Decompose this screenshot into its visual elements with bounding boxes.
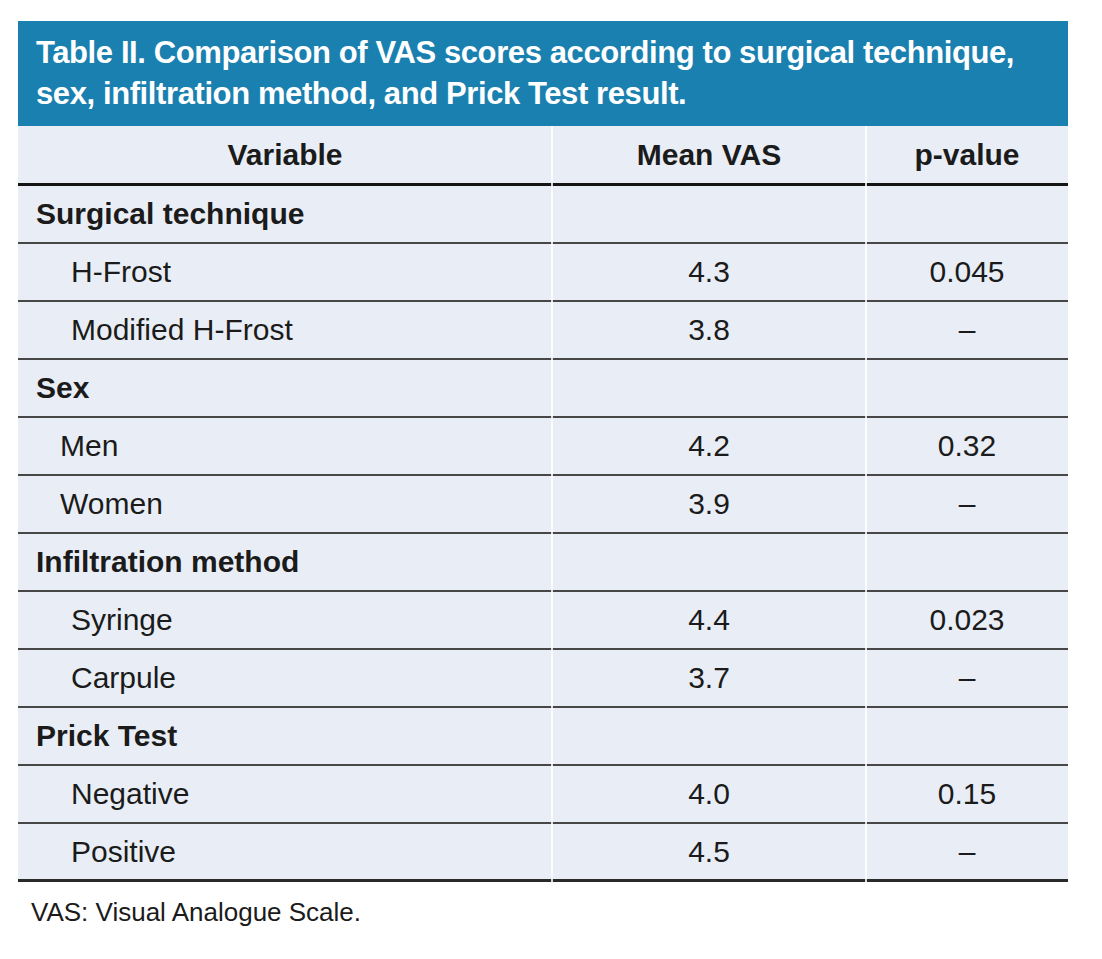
section-header-label: Infiltration method	[18, 545, 552, 579]
variable-cell: Syringe	[18, 603, 552, 637]
table-title: Table II. Comparison of VAS scores accor…	[18, 21, 1068, 126]
variable-cell: Negative	[18, 777, 552, 811]
section-header-label: Prick Test	[18, 719, 552, 753]
table-row-modified-h-frost: Modified H-Frost 3.8 –	[18, 302, 1068, 360]
section-header-row-prick-test: Prick Test	[18, 708, 1068, 766]
mean-vas-cell: 4.2	[552, 429, 866, 463]
section-header-label: Sex	[18, 371, 552, 405]
column-header-row: Variable Mean VAS p-value	[18, 126, 1068, 186]
variable-cell: Women	[18, 487, 552, 521]
mean-vas-cell: 4.5	[552, 835, 866, 869]
column-divider-1	[551, 126, 553, 882]
table-row-negative: Negative 4.0 0.15	[18, 766, 1068, 824]
mean-vas-cell: 3.8	[552, 313, 866, 347]
mean-vas-cell: 3.9	[552, 487, 866, 521]
p-value-cell: –	[866, 835, 1068, 869]
variable-cell: Men	[18, 429, 552, 463]
variable-cell: Modified H-Frost	[18, 313, 552, 347]
table-row-women: Women 3.9 –	[18, 476, 1068, 534]
column-header-mean-vas: Mean VAS	[552, 138, 866, 172]
mean-vas-cell: 4.3	[552, 255, 866, 289]
table-row-carpule: Carpule 3.7 –	[18, 650, 1068, 708]
mean-vas-cell: 4.0	[552, 777, 866, 811]
page: Table II. Comparison of VAS scores accor…	[0, 0, 1102, 959]
table-row-h-frost: H-Frost 4.3 0.045	[18, 244, 1068, 302]
variable-cell: H-Frost	[18, 255, 552, 289]
table-body: Variable Mean VAS p-value Surgical techn…	[18, 126, 1068, 882]
table-row-syringe: Syringe 4.4 0.023	[18, 592, 1068, 650]
column-header-variable: Variable	[18, 138, 552, 172]
table-footnote: VAS: Visual Analogue Scale.	[18, 897, 1068, 928]
variable-cell: Positive	[18, 835, 552, 869]
column-header-p-value: p-value	[866, 138, 1068, 172]
mean-vas-cell: 3.7	[552, 661, 866, 695]
section-header-row-surgical-technique: Surgical technique	[18, 186, 1068, 244]
p-value-cell: 0.045	[866, 255, 1068, 289]
variable-cell: Carpule	[18, 661, 552, 695]
section-header-row-sex: Sex	[18, 360, 1068, 418]
p-value-cell: –	[866, 487, 1068, 521]
mean-vas-cell: 4.4	[552, 603, 866, 637]
table-row-positive: Positive 4.5 –	[18, 824, 1068, 882]
vas-comparison-table: Table II. Comparison of VAS scores accor…	[18, 21, 1068, 928]
section-header-row-infiltration-method: Infiltration method	[18, 534, 1068, 592]
section-header-label: Surgical technique	[18, 197, 552, 231]
p-value-cell: 0.15	[866, 777, 1068, 811]
p-value-cell: –	[866, 313, 1068, 347]
table-row-men: Men 4.2 0.32	[18, 418, 1068, 476]
p-value-cell: –	[866, 661, 1068, 695]
p-value-cell: 0.023	[866, 603, 1068, 637]
column-divider-2	[865, 126, 867, 882]
p-value-cell: 0.32	[866, 429, 1068, 463]
